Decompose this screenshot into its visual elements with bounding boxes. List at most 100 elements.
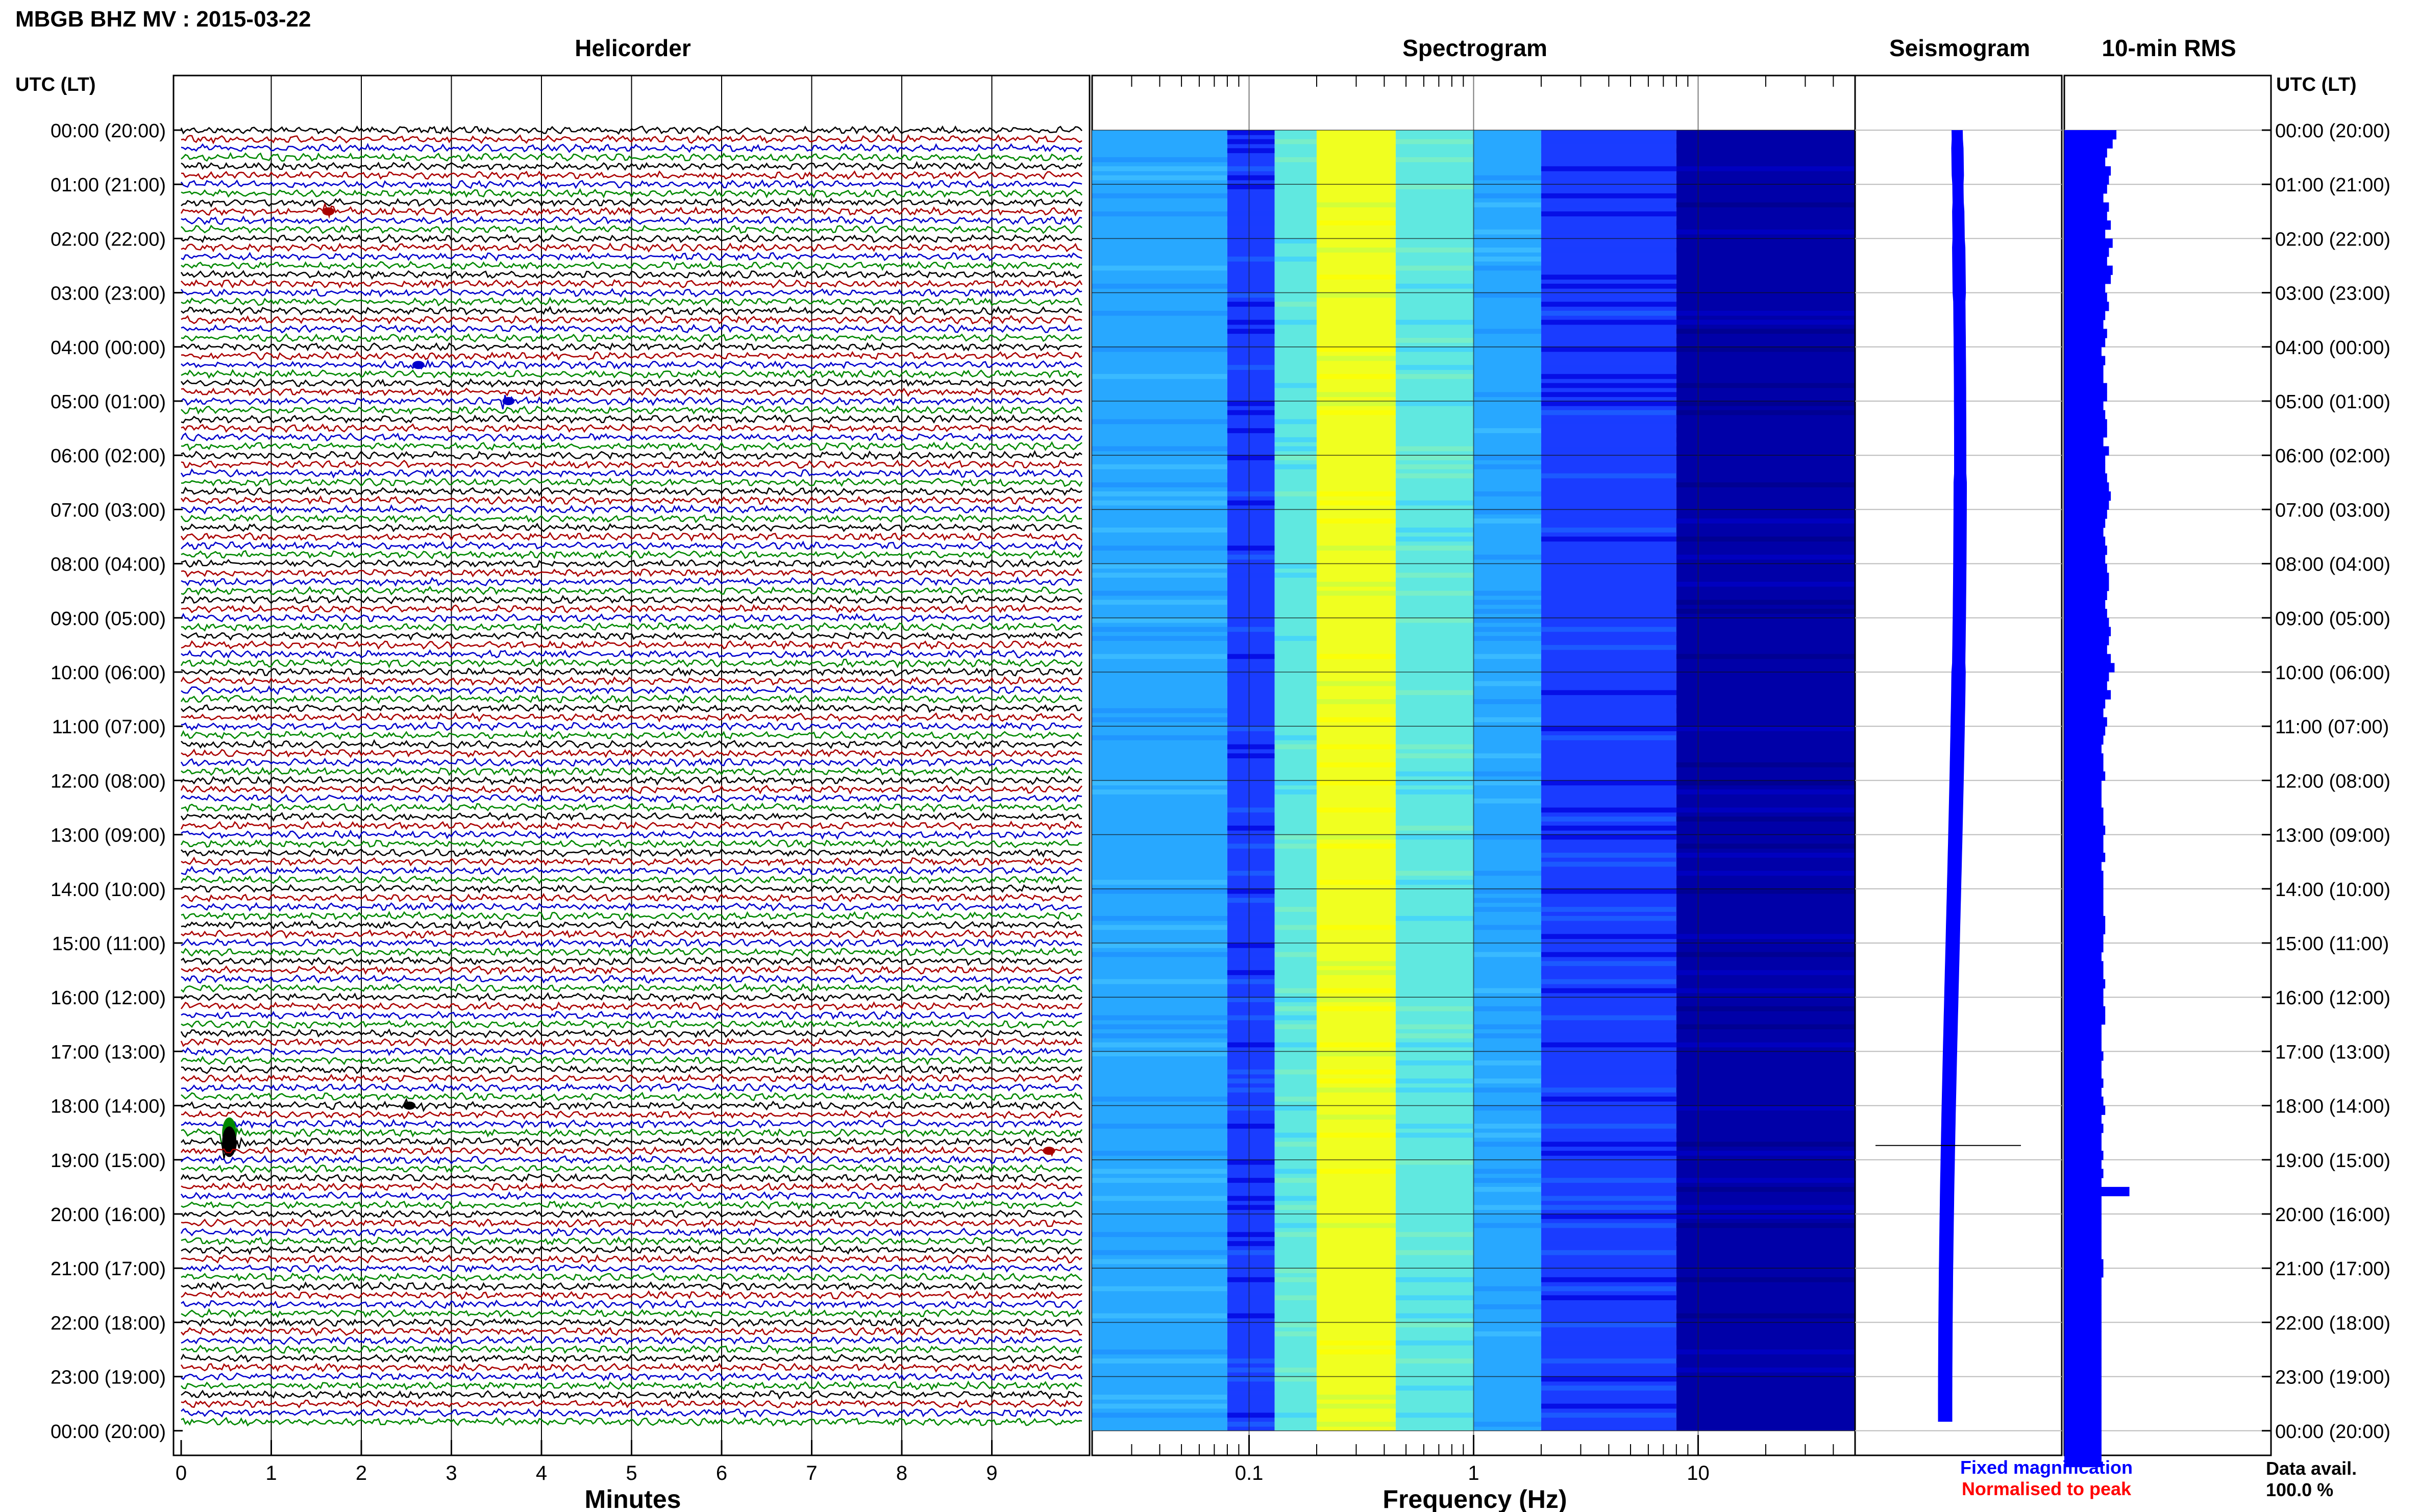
helicorder-trace (180, 495, 1082, 506)
spectrogram-texture (1676, 582, 1855, 587)
spectrogram-texture (1274, 1069, 1317, 1075)
spectrogram-texture (1227, 292, 1275, 298)
spectrogram-texture (1676, 1142, 1855, 1147)
rms-bar (2064, 907, 2104, 916)
spectrogram-texture (1395, 509, 1474, 515)
spectrogram-texture (1227, 1159, 1275, 1165)
spectrogram-texture (1092, 1259, 1227, 1265)
spectrogram-texture (1274, 1096, 1317, 1102)
rms-bar (2064, 1178, 2102, 1187)
spectrogram-texture (1473, 627, 1541, 632)
helicorder-trace (181, 739, 1082, 750)
spectrogram-texture (1395, 1078, 1474, 1084)
spectrogram-texture (1395, 338, 1474, 343)
rms-bar (2064, 1268, 2104, 1278)
spectrogram-texture (1274, 527, 1317, 533)
spectrogram-texture (1274, 455, 1317, 460)
spectrogram-texture (1092, 1412, 1227, 1418)
helicorder-trace (181, 296, 1082, 307)
spectrogram-texture (1316, 1367, 1396, 1373)
hour-label-left: 07:00 (03:00) (51, 500, 166, 521)
spectrogram-texture (1316, 500, 1396, 506)
spectrogram-texture (1316, 717, 1396, 723)
spectrogram-texture (1316, 1042, 1396, 1048)
spectrogram-texture (1676, 283, 1855, 289)
helicorder-trace (181, 306, 1082, 316)
spectrogram-texture (1541, 1295, 1676, 1301)
spectrogram-texture (1395, 1367, 1474, 1373)
spectrogram-texture (1676, 329, 1855, 334)
spectrogram-texture (1092, 943, 1227, 948)
spectrogram-texture (1395, 464, 1474, 469)
spectrogram-texture (1395, 1340, 1474, 1346)
hour-label-left: 17:00 (13:00) (51, 1042, 166, 1063)
hour-label-left: 15:00 (11:00) (52, 933, 166, 955)
spectrogram-texture (1274, 1142, 1317, 1147)
spectrogram-texture (1395, 319, 1474, 325)
hour-label-right: 06:00 (02:00) (2275, 445, 2390, 467)
rms-bar (2064, 1087, 2102, 1097)
spectrogram-texture (1316, 455, 1396, 460)
spectrogram-texture (1316, 1069, 1396, 1075)
spectrogram-texture (1316, 1395, 1396, 1400)
spectrogram-texture (1473, 1124, 1541, 1129)
spectrogram-texture (1227, 1124, 1275, 1129)
spectrogram-texture (1227, 663, 1275, 668)
hour-label-right: 10:00 (06:00) (2275, 662, 2390, 684)
spectrogram-texture (1541, 861, 1676, 867)
rms-bar (2064, 157, 2106, 167)
spectrogram-texture (1316, 482, 1396, 488)
helicorder-trace (180, 269, 1082, 280)
spectrogram-texture (1092, 419, 1227, 425)
spectrogram-texture (1676, 988, 1855, 994)
spectrogram-texture (1227, 1422, 1275, 1427)
spectrogram-texture (1676, 789, 1855, 795)
helicorder-trace (181, 1082, 1083, 1093)
rms-bar (2064, 1358, 2102, 1368)
spectrogram-texture (1092, 708, 1227, 713)
helicorder-trace (180, 730, 1082, 740)
spectrogram-texture (1316, 509, 1396, 515)
spectrogram-texture (1395, 834, 1474, 840)
helicorder-trace (181, 1200, 1082, 1210)
spectrogram-texture (1676, 952, 1855, 957)
helicorder-trace (181, 549, 1083, 560)
spectrogram-texture (1227, 184, 1275, 189)
spectrogram-texture (1676, 311, 1855, 316)
spectrogram-texture (1227, 1295, 1275, 1301)
spectrogram-texture (1395, 265, 1474, 271)
helicorder-trace (181, 1345, 1082, 1355)
spectrogram-texture (1274, 1367, 1317, 1373)
minute-tick-label: 2 (356, 1462, 367, 1484)
rms-bar (2064, 1440, 2102, 1449)
helicorder-trace (181, 1154, 1083, 1165)
spectrogram-texture (1395, 365, 1474, 370)
spectrogram-texture (1541, 853, 1676, 858)
spectrogram-texture (1541, 807, 1676, 813)
spectrogram-texture (1274, 915, 1317, 921)
spectrogram-texture (1473, 888, 1541, 894)
spectrogram-texture (1395, 202, 1474, 208)
spectrogram-texture (1676, 229, 1855, 235)
freq-tick-label: 10 (1687, 1462, 1710, 1484)
spectrogram-texture (1274, 1250, 1317, 1255)
spectrogram-texture (1473, 256, 1541, 262)
spectrogram-texture (1227, 455, 1275, 460)
spectrogram-texture (1395, 825, 1474, 831)
spectrogram-texture (1541, 834, 1676, 840)
spectrogram-texture (1473, 130, 1541, 135)
spectrogram-texture (1395, 1087, 1474, 1093)
rms-bar (2064, 1142, 2102, 1151)
hour-label-left: 00:00 (20:00) (51, 1421, 166, 1443)
spectrogram-texture (1227, 175, 1275, 181)
rms-bar (2064, 455, 2106, 465)
rms-bar (2064, 1286, 2102, 1296)
spectrogram-texture (1473, 356, 1541, 361)
spectrogram-texture (1473, 844, 1541, 849)
rms-bar (2064, 166, 2111, 176)
spectrogram-texture (1541, 925, 1676, 930)
rms-bar (2064, 1385, 2102, 1395)
spectrogram-texture (1092, 175, 1227, 181)
spectrogram-texture (1227, 546, 1275, 551)
spectrogram-texture (1473, 988, 1541, 994)
